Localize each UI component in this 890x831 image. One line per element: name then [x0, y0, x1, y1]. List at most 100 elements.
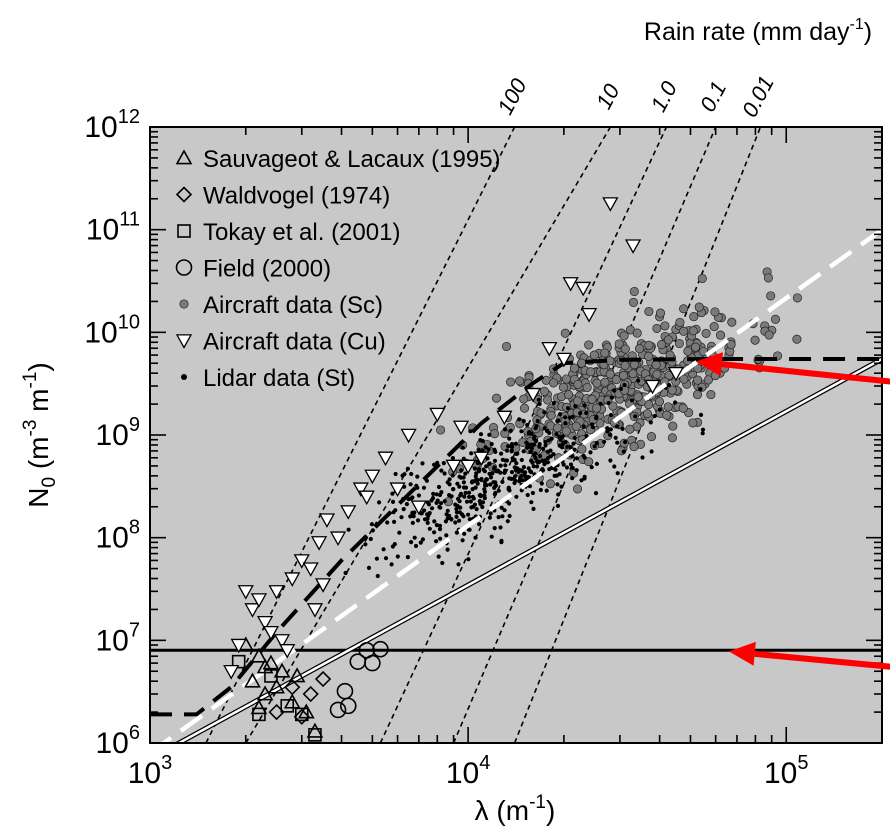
point-triangle-down	[667, 366, 685, 382]
st-point	[531, 464, 536, 469]
st-point	[489, 442, 494, 447]
st-point	[615, 471, 620, 476]
st-point	[530, 490, 536, 496]
y-axis-label: N0 (m-3 m-1)	[20, 362, 60, 508]
st-point	[594, 461, 600, 466]
st-point	[615, 440, 620, 445]
st-point	[468, 499, 473, 504]
st-point	[390, 491, 395, 496]
st-point	[491, 480, 496, 485]
y-tick-label: 108	[96, 517, 141, 555]
st-point	[408, 514, 413, 519]
sc-point	[586, 367, 596, 377]
st-point	[593, 491, 599, 496]
st-point	[450, 473, 455, 478]
st-point	[500, 514, 505, 519]
point-square	[280, 699, 295, 713]
st-point	[413, 543, 419, 549]
st-point	[510, 456, 515, 461]
st-point	[608, 413, 614, 418]
st-point	[700, 431, 705, 436]
sc-point	[519, 403, 530, 413]
point-triangle-up	[283, 693, 301, 709]
point-triangle-down	[230, 638, 247, 654]
st-point	[488, 511, 493, 516]
sc-point	[701, 328, 711, 338]
sc-point	[763, 273, 773, 283]
point-diamond	[302, 685, 319, 703]
st-point	[621, 449, 627, 454]
st-point	[493, 490, 498, 495]
st-point	[488, 482, 493, 487]
st-point	[458, 491, 464, 496]
sc-point	[766, 291, 776, 301]
st-point	[405, 466, 410, 471]
st-point	[454, 506, 459, 512]
st-point	[422, 508, 427, 513]
sc-point	[577, 358, 587, 368]
st-point	[492, 526, 497, 531]
y-tick-label: 1012	[84, 106, 140, 144]
st-point	[451, 487, 456, 492]
st-point	[584, 433, 589, 438]
legend-label-3: Field (2000)	[203, 256, 331, 283]
st-point	[461, 475, 466, 480]
st-point	[517, 417, 522, 422]
st-point	[409, 496, 414, 501]
st-point	[429, 498, 434, 503]
point-triangle-down	[268, 585, 285, 600]
st-point	[392, 519, 397, 525]
point-triangle-down	[329, 531, 347, 547]
st-point	[461, 485, 467, 490]
st-point	[402, 472, 407, 477]
st-point	[554, 432, 559, 437]
sc-point	[710, 307, 720, 317]
st-point	[502, 427, 507, 432]
point-triangle-up	[262, 654, 280, 670]
st-point	[534, 438, 539, 443]
st-point	[499, 505, 504, 510]
point-triangle-up	[244, 672, 261, 688]
st-point	[572, 435, 577, 440]
st-point	[484, 464, 489, 469]
st-point	[420, 461, 425, 466]
st-point	[434, 492, 439, 497]
st-point	[444, 512, 449, 517]
sc-point	[560, 328, 570, 338]
x-tick-label: 103	[128, 752, 173, 790]
sc-point	[573, 396, 583, 406]
st-point	[374, 556, 379, 561]
sc-point	[679, 304, 689, 314]
st-point	[478, 501, 483, 506]
sc-point	[620, 344, 630, 354]
st-point	[598, 401, 603, 406]
st-point	[490, 471, 495, 476]
st-point	[401, 507, 406, 512]
st-point	[480, 504, 485, 510]
st-point	[503, 458, 508, 463]
st-point	[439, 490, 444, 495]
st-point	[418, 540, 423, 545]
legend-marker-4	[179, 299, 189, 309]
st-point	[584, 410, 589, 416]
st-point	[649, 449, 654, 454]
st-point	[565, 444, 570, 449]
point-triangle-down	[358, 490, 375, 506]
st-point	[498, 525, 503, 530]
st-point	[608, 458, 613, 463]
st-point	[520, 478, 525, 483]
fit-line-black-dash	[150, 357, 882, 717]
sc-point	[564, 390, 574, 400]
st-point	[495, 468, 501, 473]
point-triangle-down	[555, 352, 572, 368]
st-point	[499, 451, 504, 456]
st-point	[427, 526, 432, 531]
y-tick-label: 109	[96, 414, 141, 452]
st-point	[485, 456, 490, 461]
st-point	[454, 510, 459, 515]
legend-label-2: Tokay et al. (2001)	[203, 219, 400, 246]
sc-point	[792, 334, 802, 344]
st-point	[526, 431, 531, 436]
st-point	[652, 413, 658, 419]
point-triangle-down	[302, 562, 319, 577]
